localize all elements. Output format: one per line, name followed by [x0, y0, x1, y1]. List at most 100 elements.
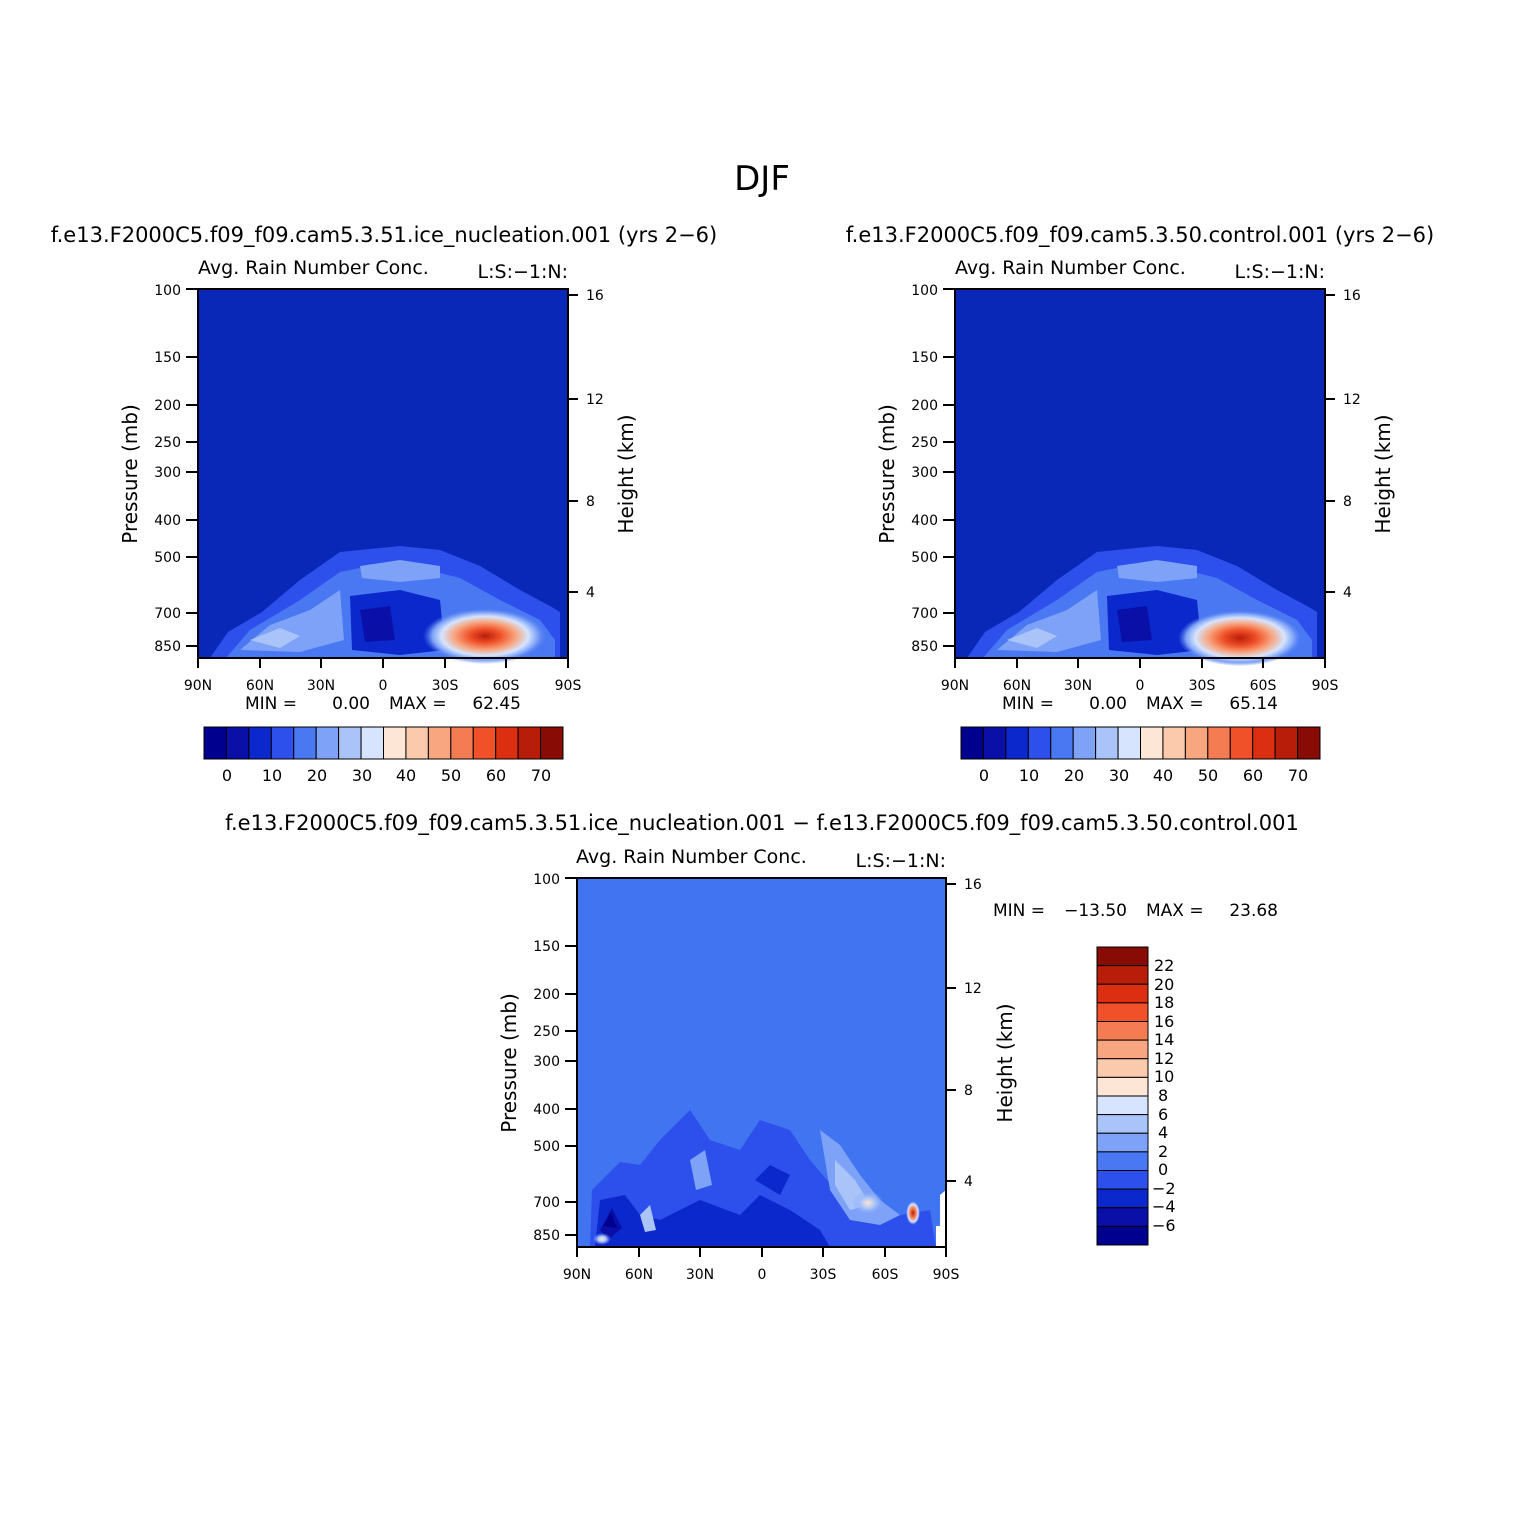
colorbar-swatch [1096, 1114, 1149, 1134]
colorbar-label: 4 [1158, 1123, 1168, 1142]
x-tick-label: 60S [493, 678, 520, 694]
colorbar-labels: 0 10 20 30 40 50 60 70 [222, 766, 551, 785]
colorbar-swatch [1162, 726, 1186, 760]
colorbar-label: 14 [1154, 1030, 1174, 1049]
colorbar-label: 40 [396, 766, 416, 785]
y-right-tick-label: 8 [586, 494, 595, 510]
colorbar-swatch [982, 726, 1007, 760]
colorbar-label: −4 [1152, 1197, 1176, 1216]
colorbar-label: 10 [262, 766, 282, 785]
plot-area [954, 288, 1326, 666]
y-tick-label: 700 [154, 606, 181, 622]
y-ticks [943, 288, 955, 647]
right-title: L:S:−1:N: [856, 850, 946, 872]
colorbar-label: 16 [1154, 1012, 1174, 1031]
x-axis: 90N 60N 30N 0 30S 60S 90S [563, 1247, 959, 1283]
colorbar-swatch [1184, 726, 1209, 760]
colorbar-label: 22 [1154, 956, 1174, 975]
y-tick-label: 150 [154, 350, 181, 366]
case-title: f.e13.F2000C5.f09_f09.cam5.3.51.ice_nucl… [225, 811, 1299, 836]
contour-band [360, 560, 440, 582]
colorbar-swatch [1096, 1132, 1149, 1153]
contour-band [690, 1150, 712, 1190]
colorbar-swatch [1096, 1170, 1149, 1190]
right-title: L:S:−1:N: [1235, 261, 1325, 283]
colorbar-label: 70 [531, 766, 551, 785]
colorbar-label: 18 [1154, 993, 1174, 1012]
contour-band [640, 1205, 656, 1232]
y-right-tick-label: 4 [1343, 585, 1352, 601]
y-axis-label: Pressure (mb) [118, 404, 142, 544]
x-tick-label: 60S [872, 1267, 899, 1283]
y-axis-right: 16 12 8 4 [946, 877, 982, 1190]
y-right-tick-label: 12 [964, 981, 982, 997]
colorbar-label: 6 [1158, 1105, 1168, 1124]
min-value: −13.50 [1064, 901, 1127, 921]
contour-band [250, 628, 300, 648]
max-region [1178, 610, 1302, 666]
x-tick-label: 60N [625, 1267, 653, 1283]
x-tick-label: 30N [686, 1267, 714, 1283]
x-tick-label: 30N [307, 678, 335, 694]
min-value: 0.00 [1089, 694, 1127, 714]
colorbar-label: 60 [1243, 766, 1263, 785]
min-label: MIN = [1002, 694, 1054, 714]
colorbar-swatch [1096, 1151, 1149, 1171]
colorbar-swatch [383, 726, 407, 760]
y-tick-label: 300 [911, 465, 938, 481]
x-tick-label: 90N [184, 678, 212, 694]
y-tick-label: 100 [533, 872, 560, 888]
x-tick-label: 90S [1312, 678, 1339, 694]
x-tick-label: 90N [941, 678, 969, 694]
colorbar-swatch [1096, 1095, 1149, 1116]
y-tick-label: 250 [533, 1024, 560, 1040]
colorbar-swatch [1207, 726, 1231, 760]
stats: MIN = 0.00 MAX = 62.45 [245, 694, 521, 714]
colorbar-swatch [1005, 726, 1029, 760]
case-title: f.e13.F2000C5.f09_f09.cam5.3.50.control.… [846, 223, 1434, 248]
colorbar-label: 0 [979, 766, 989, 785]
y-right-tick-label: 8 [1343, 494, 1352, 510]
colorbar [1096, 946, 1149, 1246]
colorbar-label: −2 [1152, 1179, 1176, 1198]
x-tick-label: 60S [1250, 678, 1277, 694]
colorbar-swatch [1095, 726, 1119, 760]
colorbar-swatch [540, 726, 564, 760]
max-region [423, 608, 547, 664]
y-tick-label: 150 [911, 350, 938, 366]
colorbar-label: 12 [1154, 1049, 1174, 1068]
colorbar-label: 20 [1154, 975, 1174, 994]
x-tick-label: 90N [563, 1267, 591, 1283]
y-tick-label: 200 [911, 398, 938, 414]
y-right-tick-label: 8 [964, 1083, 973, 1099]
min-label: MIN = [993, 901, 1045, 921]
plot-area [576, 877, 947, 1248]
max-label: MAX = [389, 694, 447, 714]
colorbar-swatch [1274, 726, 1299, 760]
left-title: Avg. Rain Number Conc. [198, 257, 429, 279]
figure-title: DJF [734, 159, 790, 199]
colorbar-swatch [405, 726, 429, 760]
colorbar-swatch [1096, 1039, 1149, 1060]
y-axis-right: 16 12 8 4 [568, 288, 604, 601]
contour-band [595, 1195, 830, 1247]
colorbar-swatch [1096, 1225, 1149, 1246]
y-right-tick-label: 12 [586, 392, 604, 408]
x-tick-label: 30N [1064, 678, 1092, 694]
x-tick-label: 30S [810, 1267, 837, 1283]
colorbar-label: 60 [486, 766, 506, 785]
colorbar-label: 8 [1158, 1086, 1168, 1105]
colorbar-swatch [315, 726, 340, 760]
max-label: MAX = [1146, 901, 1204, 921]
min-label: MIN = [245, 694, 297, 714]
colorbar-label: 10 [1019, 766, 1039, 785]
colorbar-swatch [427, 726, 452, 760]
colorbar-swatch [1096, 1002, 1149, 1022]
colorbar-swatch [270, 726, 295, 760]
y-tick-label: 200 [533, 987, 560, 1003]
colorbar-swatch [495, 726, 519, 760]
contour-band [755, 1165, 790, 1195]
y-tick-label: 500 [533, 1139, 560, 1155]
y-tick-label: 500 [154, 550, 181, 566]
